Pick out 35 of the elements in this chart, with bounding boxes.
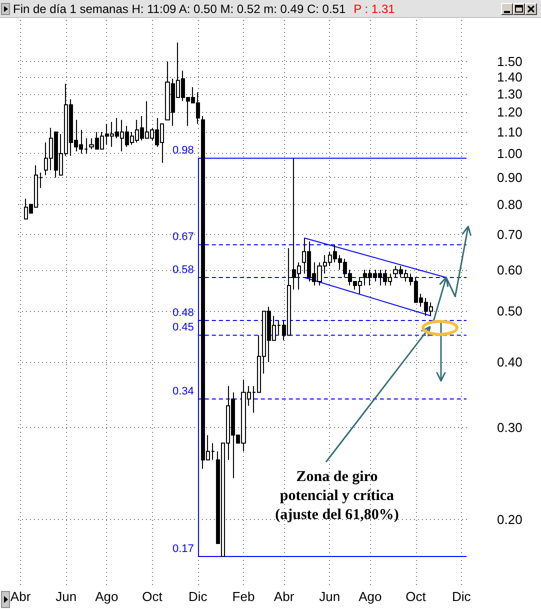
y-tick-label: 0.80 — [497, 196, 522, 212]
x-tick-label: Ago — [358, 589, 382, 604]
y-tick-label: 1.20 — [497, 104, 522, 120]
x-tick-label: Jun — [56, 589, 77, 604]
series-label: 0.45 — [172, 322, 194, 334]
x-tick-label: Oct — [142, 589, 163, 604]
y-tick-label: 1.50 — [497, 54, 522, 69]
series-label: 0.58 — [172, 264, 194, 276]
annotation: Zona de giro potencial y crítica (ajuste del 61,80%) — [274, 468, 400, 525]
y-tick-label: 0.50 — [497, 304, 522, 319]
x-tick-label: Dic — [452, 589, 472, 604]
x-tick-label: Jun — [319, 589, 340, 604]
x-tick-label: Oct — [406, 589, 426, 604]
y-tick-label: 1.30 — [497, 86, 522, 102]
y-tick-label: 0.30 — [497, 420, 522, 435]
chart-title: Fin de día 1 semanas H: 11:09 A: 0.50 M: 0.52 m: 0.49 C: 0.51 — [13, 2, 346, 16]
series-label: 0.98 — [172, 144, 194, 157]
x-tick-label: Feb — [232, 589, 255, 604]
series-label: 0.17 — [172, 543, 194, 556]
x-tick-label: Ago — [95, 589, 118, 604]
y-tick-label: 0.70 — [497, 227, 522, 242]
series-label: 0.34 — [172, 385, 194, 398]
y-tick-label: 0.20 — [497, 512, 522, 528]
y-tick-label: 0.40 — [497, 354, 522, 370]
y-tick-label: 0.60 — [497, 262, 522, 278]
series-label: 0.48 — [172, 307, 194, 320]
y-tick-label: 1.40 — [497, 70, 522, 85]
y-tick-label: 1.10 — [497, 124, 522, 140]
series-label: 0.67 — [172, 231, 194, 244]
y-tick-label: 0.90 — [497, 170, 522, 186]
x-tick-label: Dic — [188, 589, 208, 604]
y-tick-label: 1.00 — [497, 146, 522, 162]
chart-subtitle: P : 1.31 — [354, 2, 395, 16]
x-tick-label: Abr — [10, 589, 32, 604]
x-tick-label: Abr — [274, 589, 295, 604]
